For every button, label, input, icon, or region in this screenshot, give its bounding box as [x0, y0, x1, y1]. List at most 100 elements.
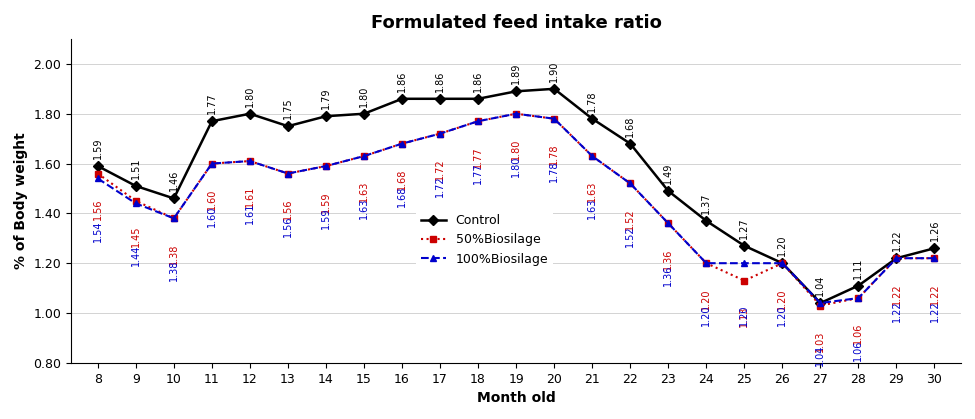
Text: 1.22: 1.22 — [891, 300, 902, 321]
Control — [738, 243, 750, 248]
Legend: Control, 50%Biosilage, 100%Biosilage: Control, 50%Biosilage, 100%Biosilage — [415, 209, 553, 271]
50%Biosilage — [282, 171, 293, 176]
100%Biosilage — [928, 256, 940, 261]
100%Biosilage — [92, 176, 103, 181]
Text: 1.89: 1.89 — [511, 63, 522, 84]
Text: 1.49: 1.49 — [663, 163, 674, 184]
100%Biosilage — [700, 261, 712, 266]
Control — [890, 256, 902, 261]
50%Biosilage — [624, 181, 636, 186]
Text: 1.54: 1.54 — [93, 220, 102, 242]
50%Biosilage — [244, 158, 255, 163]
100%Biosilage — [890, 256, 902, 261]
Text: 1.20: 1.20 — [739, 305, 750, 326]
Text: 1.72: 1.72 — [435, 159, 445, 180]
100%Biosilage — [434, 131, 446, 136]
Text: 1.86: 1.86 — [397, 70, 407, 92]
100%Biosilage — [624, 181, 636, 186]
Text: 1.63: 1.63 — [587, 198, 598, 219]
Text: 1.56: 1.56 — [283, 199, 292, 220]
Control — [662, 189, 674, 194]
Control — [358, 111, 370, 116]
100%Biosilage — [282, 171, 293, 176]
Text: 1.80: 1.80 — [359, 85, 369, 107]
Text: 1.04: 1.04 — [815, 345, 826, 366]
Text: 1.72: 1.72 — [435, 175, 445, 197]
100%Biosilage — [396, 141, 408, 146]
Control — [928, 246, 940, 251]
Text: 1.56: 1.56 — [283, 215, 292, 237]
100%Biosilage — [586, 154, 598, 159]
Text: 1.26: 1.26 — [929, 220, 940, 241]
50%Biosilage — [662, 221, 674, 226]
50%Biosilage — [852, 295, 864, 300]
Text: 1.11: 1.11 — [853, 257, 864, 279]
Text: 1.03: 1.03 — [815, 331, 826, 352]
Text: 1.56: 1.56 — [93, 199, 102, 220]
Control — [396, 96, 408, 101]
Text: 1.63: 1.63 — [587, 181, 598, 202]
Text: 1.06: 1.06 — [853, 323, 864, 344]
Text: 1.22: 1.22 — [891, 283, 902, 305]
Text: 1.78: 1.78 — [549, 144, 560, 165]
Text: 1.38: 1.38 — [169, 243, 178, 265]
Text: 1.46: 1.46 — [169, 170, 178, 191]
Control — [814, 300, 826, 305]
Text: 1.86: 1.86 — [473, 70, 483, 92]
100%Biosilage — [548, 116, 560, 121]
Control — [320, 114, 332, 119]
100%Biosilage — [814, 300, 826, 305]
50%Biosilage — [358, 154, 370, 159]
Line: Control: Control — [95, 85, 938, 307]
Text: 1.22: 1.22 — [929, 300, 940, 321]
Text: 1.80: 1.80 — [511, 139, 522, 160]
50%Biosilage — [472, 119, 484, 124]
50%Biosilage — [130, 199, 141, 204]
Text: 1.04: 1.04 — [815, 275, 826, 296]
Text: 1.75: 1.75 — [283, 98, 292, 119]
50%Biosilage — [890, 256, 902, 261]
Text: 1.22: 1.22 — [929, 283, 940, 305]
100%Biosilage — [852, 295, 864, 300]
50%Biosilage — [168, 216, 179, 221]
Control — [548, 86, 560, 91]
Text: 1.80: 1.80 — [245, 85, 254, 107]
Text: 1.59: 1.59 — [321, 208, 331, 229]
Text: 1.61: 1.61 — [245, 186, 254, 207]
Control — [282, 124, 293, 129]
50%Biosilage — [700, 261, 712, 266]
Text: 1.68: 1.68 — [397, 168, 407, 190]
Control — [586, 116, 598, 121]
Text: 1.20: 1.20 — [777, 305, 788, 326]
Text: 1.68: 1.68 — [625, 115, 636, 137]
50%Biosilage — [776, 261, 788, 266]
Text: 1.45: 1.45 — [131, 226, 140, 247]
Text: 1.44: 1.44 — [131, 245, 140, 266]
100%Biosilage — [168, 216, 179, 221]
Y-axis label: % of Body weight: % of Body weight — [14, 132, 28, 269]
Title: Formulated feed intake ratio: Formulated feed intake ratio — [370, 14, 662, 32]
Control — [776, 261, 788, 266]
Text: 1.36: 1.36 — [663, 248, 674, 270]
50%Biosilage — [396, 141, 408, 146]
100%Biosilage — [206, 161, 217, 166]
50%Biosilage — [928, 256, 940, 261]
Text: 1.80: 1.80 — [511, 155, 522, 177]
Line: 100%Biosilage: 100%Biosilage — [95, 110, 938, 307]
Text: 1.61: 1.61 — [245, 203, 254, 224]
100%Biosilage — [776, 261, 788, 266]
Text: 1.20: 1.20 — [701, 305, 712, 326]
50%Biosilage — [510, 111, 522, 116]
50%Biosilage — [586, 154, 598, 159]
Text: 1.52: 1.52 — [625, 209, 636, 230]
100%Biosilage — [320, 163, 332, 168]
Text: 1.63: 1.63 — [359, 181, 369, 202]
Text: 1.20: 1.20 — [777, 235, 788, 256]
Line: 50%Biosilage: 50%Biosilage — [95, 110, 938, 309]
Text: 1.13: 1.13 — [739, 305, 750, 327]
Control — [92, 163, 103, 168]
100%Biosilage — [472, 119, 484, 124]
50%Biosilage — [206, 161, 217, 166]
Text: 1.22: 1.22 — [891, 230, 902, 251]
Text: 1.60: 1.60 — [207, 189, 216, 210]
